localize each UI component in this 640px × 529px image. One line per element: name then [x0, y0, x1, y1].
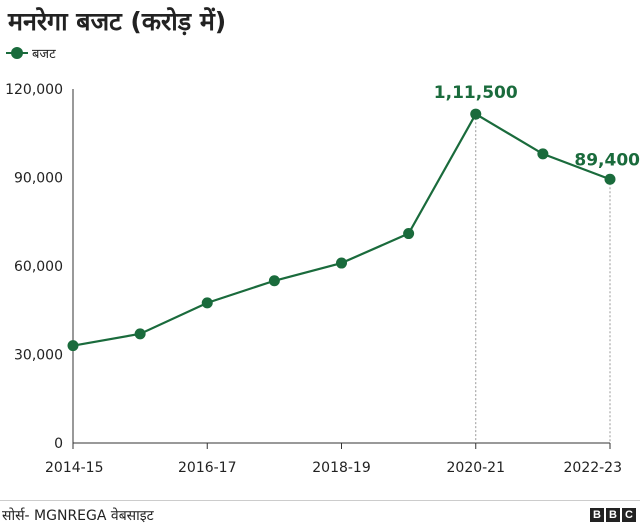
y-tick-label: 60,000: [14, 259, 63, 275]
legend-label: बजट: [32, 47, 56, 62]
chart-title: मनरेगा बजट (करोड़ में): [8, 7, 227, 36]
logo-letter: B: [590, 508, 604, 522]
y-tick-label: 120,000: [5, 82, 63, 98]
logo-letter: C: [622, 508, 636, 522]
x-tick-label: 2018-19: [312, 460, 371, 476]
legend: बजट: [6, 44, 56, 62]
footer: सोर्स- MGNREGA वेबसाइट B B C: [0, 500, 640, 529]
line-chart: 0 30,000 60,000 90,000 120,000 2014-15 2016-17…: [5, 82, 640, 476]
y-tick-label: 90,000: [14, 171, 63, 187]
series-line: [72, 112, 611, 347]
logo-letter: B: [606, 508, 620, 522]
data-label: 1,11,500: [434, 83, 518, 103]
data-point: [201, 297, 213, 309]
data-point: [604, 173, 616, 185]
data-point: [134, 328, 146, 340]
data-point: [67, 340, 79, 352]
y-tick-label: 0: [54, 436, 63, 452]
data-label: 89,400: [574, 150, 640, 170]
x-tick-label: 2014-15: [45, 460, 104, 476]
data-point: [403, 228, 415, 240]
source-text: सोर्स- MGNREGA वेबसाइट: [2, 507, 154, 524]
bbc-logo: B B C: [588, 508, 636, 522]
data-point: [268, 275, 280, 287]
x-tick-label: 2016-17: [178, 460, 237, 476]
data-point: [537, 148, 549, 160]
data-point: [336, 257, 347, 269]
data-point: [470, 108, 482, 120]
legend-marker-icon: [6, 46, 28, 60]
x-tick-label: 2022-23: [564, 460, 623, 476]
y-tick-label: 30,000: [14, 348, 63, 364]
x-tick-label: 2020-21: [447, 460, 506, 476]
